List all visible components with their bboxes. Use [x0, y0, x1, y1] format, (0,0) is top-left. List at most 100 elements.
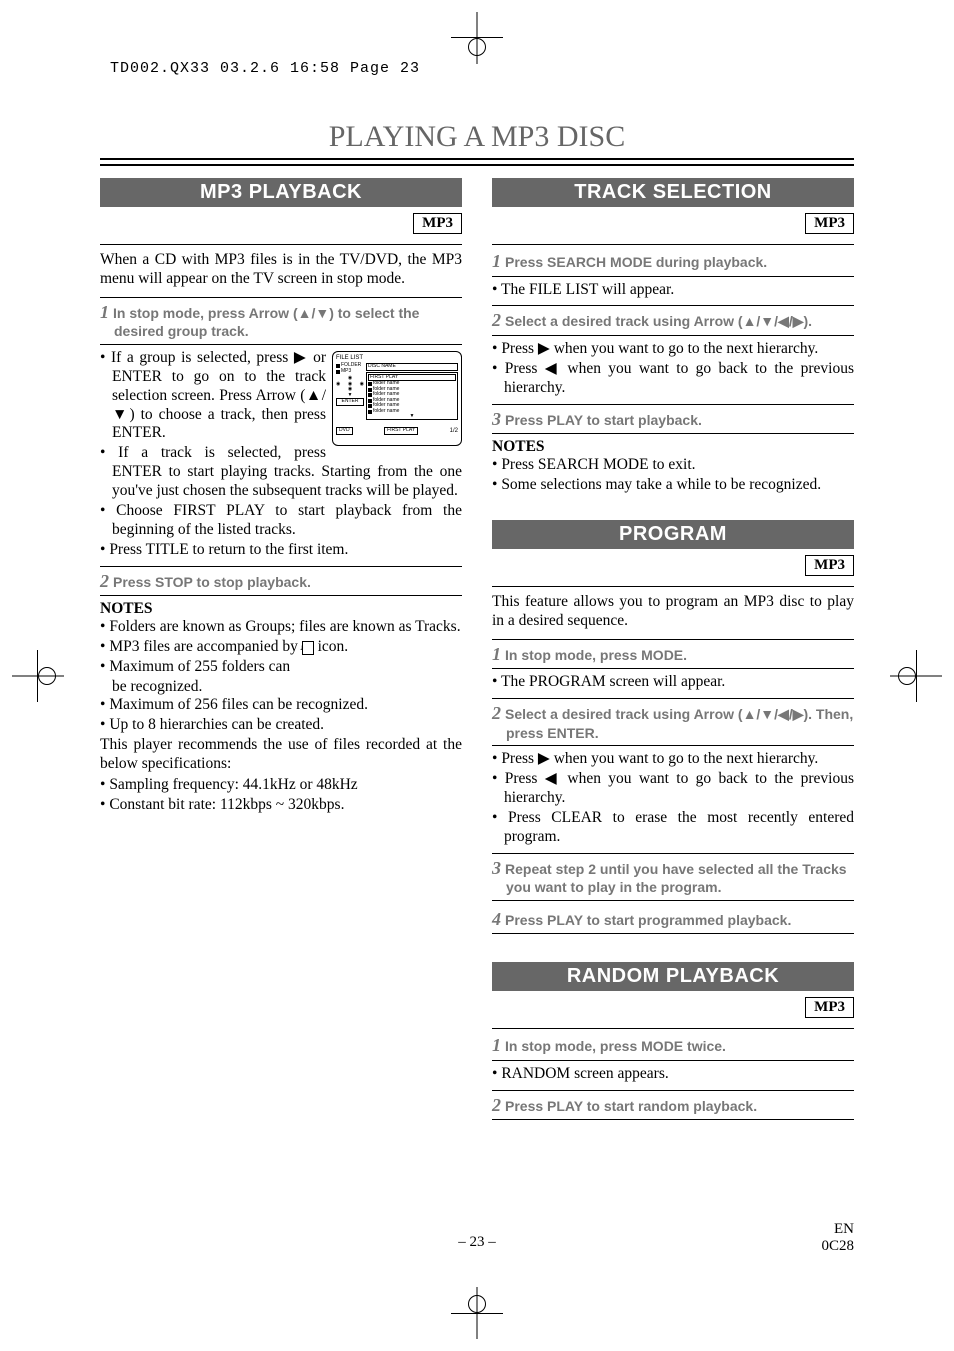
step-num: 3	[492, 409, 501, 429]
step-num: 1	[492, 251, 501, 271]
page-slug: TD002.QX33 03.2.6 16:58 Page 23	[110, 60, 420, 77]
note-text: Maximum of 255 folders can	[109, 658, 290, 675]
nav-wheel-icon: ◉ ◉◉◉ ◉ ▼ ENTER	[336, 376, 364, 406]
right-column: TRACK SELECTION MP3 1Press SEARCH MODE d…	[492, 178, 854, 1124]
badge-row: MP3	[492, 997, 854, 1018]
page: TD002.QX33 03.2.6 16:58 Page 23 PLAYING …	[0, 0, 954, 1351]
rule	[492, 586, 854, 587]
note-cont: be recognized.	[100, 678, 462, 696]
program-intro: This feature allows you to program an MP…	[492, 593, 854, 631]
note: Maximum of 255 folders can	[100, 658, 462, 677]
footer-code: EN 0C28	[821, 1221, 854, 1256]
crop-circle	[38, 667, 56, 685]
step-text: Press PLAY to start random playback.	[505, 1098, 757, 1114]
bullet: The PROGRAM screen will appear.	[492, 673, 854, 692]
note-text: icon.	[314, 638, 348, 655]
fl-row: folder name	[373, 409, 399, 415]
fl-list: FIRST PLAY folder name folder name folde…	[366, 372, 458, 420]
step-text: Press PLAY to start programmed playback.	[505, 912, 791, 928]
bullet: Press ▶ when you want to go to the next …	[492, 340, 854, 359]
step-num: 2	[492, 703, 501, 723]
spec-intro: This player recommends the use of files …	[100, 736, 462, 774]
bullet: RANDOM screen appears.	[492, 1065, 854, 1084]
step-text: Repeat step 2 until you have selected al…	[505, 861, 847, 896]
note: Up to 8 hierarchies can be created.	[100, 716, 462, 735]
step-2: 2Press STOP to stop playback.	[100, 566, 462, 597]
note: Some selections may take a while to be r…	[492, 476, 854, 495]
step-1: 1In stop mode, press MODE.	[492, 639, 854, 670]
step-num: 2	[492, 310, 501, 330]
fl-page: 1/2	[450, 428, 458, 435]
columns: MP3 PLAYBACK MP3 When a CD with MP3 file…	[100, 178, 854, 1124]
bullet: Press ▶ when you want to go to the next …	[492, 750, 854, 769]
step-num: 3	[492, 858, 501, 878]
step-text: In stop mode, press MODE.	[505, 647, 687, 663]
rule	[100, 158, 854, 160]
rule	[100, 164, 854, 166]
step-num: 1	[100, 302, 109, 322]
left-column: MP3 PLAYBACK MP3 When a CD with MP3 file…	[100, 178, 462, 1124]
section-title-program: PROGRAM	[492, 520, 854, 549]
bullet: The FILE LIST will appear.	[492, 281, 854, 300]
file-list-wrap: FILE LIST FOLDER MP3 ◉ ◉◉◉ ◉ ▼ EN	[100, 349, 462, 502]
step-text: Press PLAY to start playback.	[505, 412, 702, 428]
step-num: 1	[492, 644, 501, 664]
step-2: 2Select a desired track using Arrow (▲/▼…	[492, 305, 854, 336]
fl-mp3: MP3	[341, 369, 351, 375]
footer-code-top: EN	[821, 1221, 854, 1238]
section-title-track-selection: TRACK SELECTION	[492, 178, 854, 207]
step-num: 2	[100, 571, 109, 591]
mp3-badge: MP3	[413, 213, 462, 234]
fl-first-btn: FIRST PLAY	[384, 427, 418, 435]
fl-header: FILE LIST	[336, 355, 458, 362]
step-3: 3Press PLAY to start playback.	[492, 404, 854, 435]
step-text: In stop mode, press MODE twice.	[505, 1038, 726, 1054]
section-title-random-playback: RANDOM PLAYBACK	[492, 962, 854, 991]
step-text: Press STOP to stop playback.	[113, 574, 311, 590]
mp3-badge: MP3	[805, 213, 854, 234]
note: Folders are known as Groups; files are k…	[100, 618, 462, 637]
content-area: PLAYING A MP3 DISC MP3 PLAYBACK MP3 When…	[100, 120, 854, 1124]
page-number: – 23 –	[100, 1234, 854, 1251]
step-num: 1	[492, 1035, 501, 1055]
bullet: Press CLEAR to erase the most recently e…	[492, 809, 854, 847]
footer-code-bot: 0C28	[821, 1238, 854, 1255]
step-text: Press SEARCH MODE during playback.	[505, 254, 767, 270]
step-num: 2	[492, 1095, 501, 1115]
note: MP3 files are accompanied by ♪ icon.	[100, 638, 462, 657]
intro-text: When a CD with MP3 files is in the TV/DV…	[100, 251, 462, 289]
step-2: 2Press PLAY to start random playback.	[492, 1090, 854, 1121]
mp3-badge: MP3	[805, 997, 854, 1018]
step-text: In stop mode, press Arrow (▲/▼) to selec…	[113, 305, 419, 340]
notes-heading: NOTES	[492, 438, 854, 456]
note-text: MP3 files are accompanied by	[109, 638, 301, 655]
crop-circle	[468, 1295, 486, 1313]
bullet: Press ◀ when you want to go back to the …	[492, 360, 854, 398]
crop-circle	[898, 667, 916, 685]
bullet: Press ◀ when you want to go back to the …	[492, 770, 854, 808]
file-list-diagram: FILE LIST FOLDER MP3 ◉ ◉◉◉ ◉ ▼ EN	[332, 351, 462, 446]
step-1: 1In stop mode, press MODE twice.	[492, 1031, 854, 1061]
crop-mark	[916, 650, 917, 702]
step-1: 1In stop mode, press Arrow (▲/▼) to sele…	[100, 297, 462, 345]
badge-row: MP3	[492, 213, 854, 234]
step-2: 2Select a desired track using Arrow (▲/▼…	[492, 698, 854, 746]
bullet: Choose FIRST PLAY to start playback from…	[100, 502, 462, 540]
badge-row: MP3	[100, 213, 462, 234]
note: Press SEARCH MODE to exit.	[492, 456, 854, 475]
crop-circle	[468, 38, 486, 56]
step-4: 4Press PLAY to start programmed playback…	[492, 905, 854, 935]
bullet: If a track is selected, press ENTER to s…	[100, 444, 462, 501]
rule	[492, 1028, 854, 1029]
step-text: Select a desired track using Arrow (▲/▼/…	[505, 313, 812, 329]
step-3: 3Repeat step 2 until you have selected a…	[492, 853, 854, 901]
crop-mark	[451, 1313, 503, 1314]
notes-heading: NOTES	[100, 600, 462, 618]
badge-row: MP3	[492, 555, 854, 576]
bullet: Press TITLE to return to the first item.	[100, 541, 462, 560]
rule	[492, 244, 854, 245]
spec: Sampling frequency: 44.1kHz or 48kHz	[100, 776, 462, 795]
spec: Constant bit rate: 112kbps ~ 320kbps.	[100, 796, 462, 815]
page-title: PLAYING A MP3 DISC	[100, 120, 854, 154]
mp3-file-icon: ♪	[302, 641, 314, 655]
